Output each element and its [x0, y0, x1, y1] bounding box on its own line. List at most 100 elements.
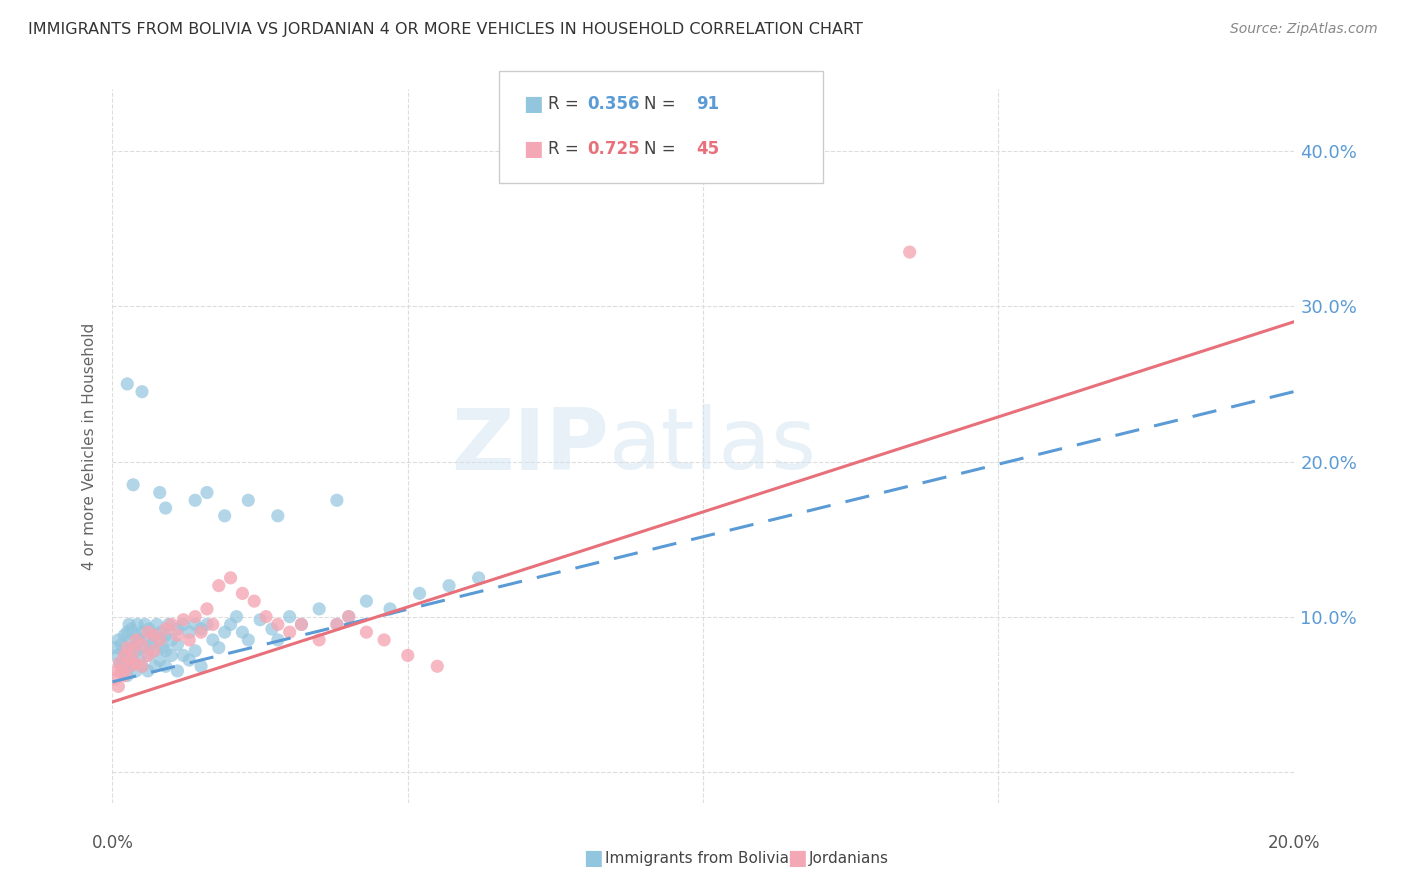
- Point: [120, 632, 142, 647]
- Text: 0.725: 0.725: [588, 140, 640, 158]
- Point: [467, 571, 489, 585]
- Point: [131, 638, 153, 652]
- Point: [125, 628, 148, 642]
- Text: Immigrants from Bolivia: Immigrants from Bolivia: [605, 851, 789, 865]
- Point: [184, 644, 207, 658]
- Point: [112, 628, 135, 642]
- Point: [149, 625, 172, 640]
- Point: [136, 648, 159, 663]
- Point: [131, 659, 153, 673]
- Point: [131, 659, 153, 673]
- Text: Source: ZipAtlas.com: Source: ZipAtlas.com: [1230, 22, 1378, 37]
- Point: [290, 617, 312, 632]
- Point: [249, 613, 271, 627]
- Point: [184, 617, 207, 632]
- Point: [231, 625, 253, 640]
- Point: [112, 648, 135, 663]
- Text: R =: R =: [548, 95, 579, 113]
- Text: ZIP: ZIP: [451, 404, 609, 488]
- Point: [172, 617, 194, 632]
- Point: [238, 632, 260, 647]
- Point: [155, 622, 177, 636]
- Point: [437, 579, 460, 593]
- Point: [122, 477, 145, 491]
- Point: [105, 648, 128, 663]
- Point: [139, 638, 162, 652]
- Point: [131, 384, 153, 399]
- Point: [231, 586, 253, 600]
- Point: [149, 632, 172, 647]
- Point: [408, 586, 430, 600]
- Point: [143, 659, 166, 673]
- Point: [214, 508, 236, 523]
- Point: [179, 625, 201, 640]
- Point: [152, 640, 174, 655]
- Point: [125, 632, 148, 647]
- Point: [110, 664, 132, 678]
- Point: [337, 609, 360, 624]
- Point: [308, 602, 330, 616]
- Point: [326, 493, 349, 508]
- Point: [136, 648, 159, 663]
- Point: [238, 493, 260, 508]
- Point: [142, 628, 165, 642]
- Point: [138, 622, 160, 636]
- Point: [267, 508, 290, 523]
- Point: [107, 680, 129, 694]
- Point: [155, 501, 177, 516]
- Point: [149, 485, 172, 500]
- Point: [104, 640, 127, 655]
- Point: [149, 653, 172, 667]
- Point: [128, 632, 150, 647]
- Point: [108, 656, 131, 670]
- Point: [166, 664, 188, 678]
- Text: ■: ■: [523, 139, 543, 159]
- Text: Jordanians: Jordanians: [808, 851, 889, 865]
- Point: [122, 640, 145, 655]
- Point: [195, 602, 218, 616]
- Text: N =: N =: [644, 95, 675, 113]
- Point: [107, 632, 129, 647]
- Point: [290, 617, 312, 632]
- Point: [108, 656, 131, 670]
- Point: [117, 640, 138, 655]
- Point: [166, 622, 188, 636]
- Point: [120, 653, 142, 667]
- Point: [172, 648, 194, 663]
- Point: [117, 376, 138, 391]
- Point: [155, 659, 177, 673]
- Point: [267, 617, 290, 632]
- Text: ■: ■: [787, 848, 807, 868]
- Point: [142, 644, 165, 658]
- Point: [190, 622, 212, 636]
- Point: [125, 664, 148, 678]
- Point: [278, 609, 301, 624]
- Point: [184, 609, 207, 624]
- Text: atlas: atlas: [609, 404, 817, 488]
- Point: [120, 622, 142, 636]
- Point: [219, 617, 242, 632]
- Point: [179, 653, 201, 667]
- Point: [160, 648, 183, 663]
- Y-axis label: 4 or more Vehicles in Household: 4 or more Vehicles in Household: [82, 322, 97, 570]
- Point: [112, 668, 135, 682]
- Text: 20.0%: 20.0%: [1267, 834, 1320, 852]
- Point: [308, 632, 330, 647]
- Point: [142, 628, 165, 642]
- Point: [104, 672, 127, 686]
- Point: [122, 644, 145, 658]
- Point: [267, 632, 290, 647]
- Point: [120, 659, 142, 673]
- Point: [254, 609, 277, 624]
- Point: [201, 617, 224, 632]
- Text: ■: ■: [523, 95, 543, 114]
- Point: [184, 493, 207, 508]
- Point: [131, 625, 153, 640]
- Point: [112, 644, 135, 658]
- Point: [118, 617, 141, 632]
- Point: [110, 659, 132, 673]
- Point: [166, 638, 188, 652]
- Text: N =: N =: [644, 140, 675, 158]
- Point: [136, 632, 159, 647]
- Point: [125, 644, 148, 658]
